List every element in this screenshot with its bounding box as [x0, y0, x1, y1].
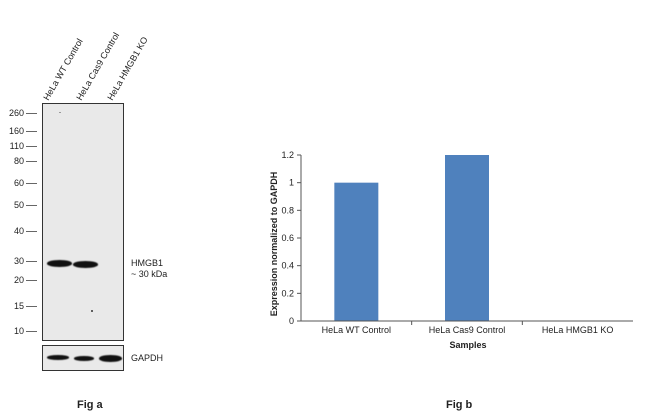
mw-tick	[26, 231, 37, 232]
mw-label-60: 60	[13, 178, 24, 188]
y-tick-label: 0	[289, 316, 294, 326]
hmgb1-band-cas9	[73, 261, 98, 268]
y-axis-title: Expression normalized to GAPDH	[269, 172, 279, 317]
mw-tick	[26, 146, 37, 147]
mw-tick	[26, 205, 37, 206]
gapdh-band-cas9	[74, 356, 94, 361]
mw-tick	[26, 261, 37, 262]
hmgb1-band-wt	[47, 260, 72, 267]
y-tick-label: 0.4	[281, 261, 294, 271]
y-tick-label: 1	[289, 178, 294, 188]
mw-label-20: 20	[13, 275, 24, 285]
mw-tick	[26, 183, 37, 184]
mw-label-40: 40	[13, 226, 24, 236]
figure-caption-a: Fig a	[77, 399, 103, 411]
mw-label-15: 15	[13, 301, 24, 311]
bar-1	[445, 155, 489, 321]
x-axis-title: Samples	[449, 340, 486, 350]
blot-membrane-loading	[42, 345, 124, 371]
mw-tick	[26, 161, 37, 162]
y-tick-label: 0.2	[281, 288, 294, 298]
figure-caption-b: Fig b	[446, 399, 473, 411]
band-label-protein: HMGB1	[131, 258, 164, 268]
gapdh-band-wt	[47, 355, 69, 360]
x-tick-label: HeLa HMGB1 KO	[542, 325, 614, 335]
mw-tick	[26, 113, 37, 114]
band-label-size: ~ 30 kDa	[131, 269, 168, 279]
mw-tick	[26, 131, 37, 132]
mw-label-10: 10	[13, 326, 24, 336]
mw-label-80: 80	[13, 156, 24, 166]
mw-tick	[26, 280, 37, 281]
x-tick-label: HeLa Cas9 Control	[429, 325, 506, 335]
y-tick-label: 0.6	[281, 233, 294, 243]
mw-label-260: 260	[8, 108, 24, 118]
y-tick-label: 0.8	[281, 205, 294, 215]
membrane-speck	[59, 112, 61, 113]
mw-tick	[26, 331, 37, 332]
x-tick-label: HeLa WT Control	[322, 325, 391, 335]
membrane-speck	[91, 310, 93, 312]
gapdh-band-ko	[99, 355, 122, 362]
blot-membrane-main	[42, 103, 124, 341]
mw-label-30: 30	[13, 256, 24, 266]
mw-label-50: 50	[13, 200, 24, 210]
mw-label-160: 160	[8, 126, 24, 136]
mw-label-110: 110	[9, 141, 24, 151]
mw-tick	[26, 306, 37, 307]
loading-control-label: GAPDH	[131, 353, 164, 363]
bar-0	[334, 182, 379, 321]
y-tick-label: 1.2	[281, 150, 294, 160]
